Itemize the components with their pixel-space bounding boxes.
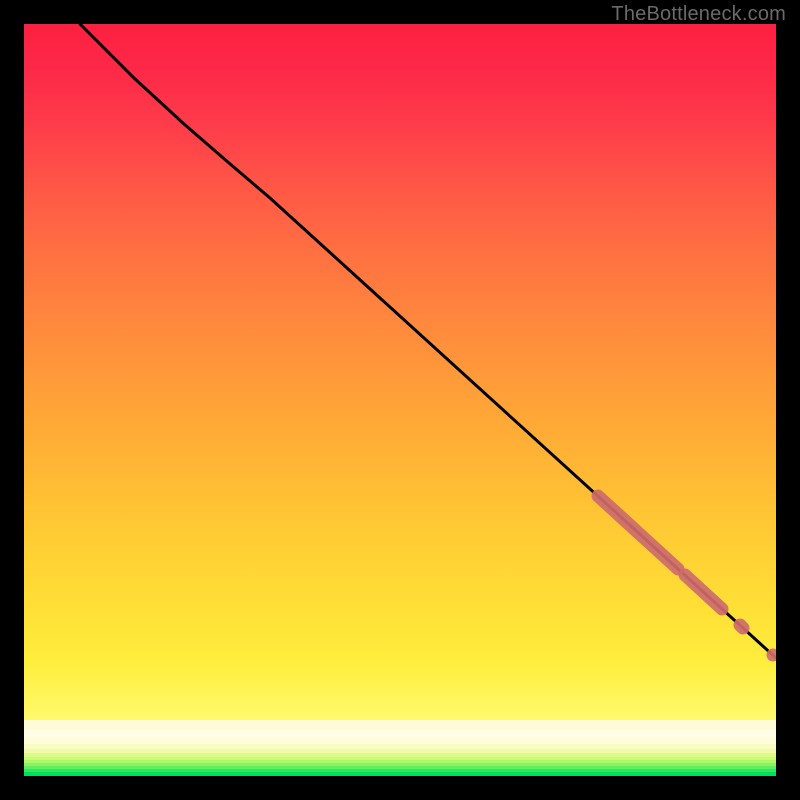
- chart-overlay-svg: [24, 24, 776, 776]
- marker-segment: [740, 625, 743, 628]
- marker-segment: [598, 496, 678, 569]
- attribution-label: TheBottleneck.com: [611, 3, 786, 26]
- chart-plot-area: [24, 24, 776, 776]
- marker-segment: [685, 575, 722, 609]
- data-markers: [598, 496, 776, 662]
